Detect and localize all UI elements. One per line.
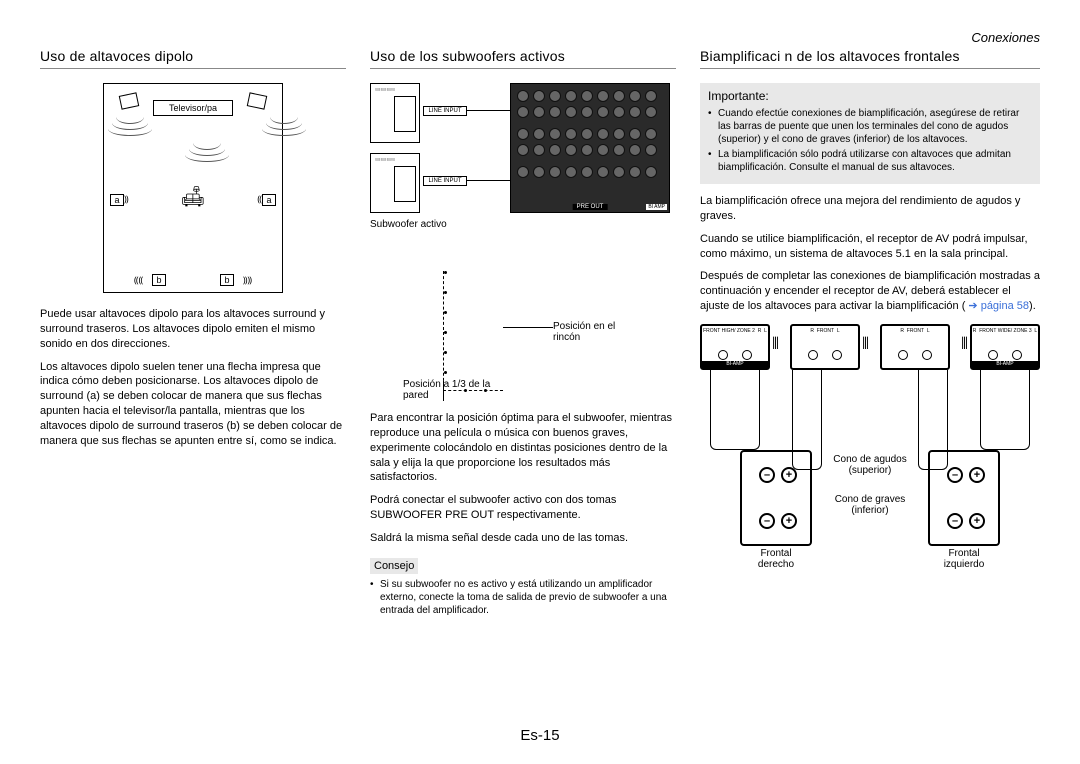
tv-label: Televisor/pa <box>153 100 233 116</box>
col2-title: Uso de los subwoofers activos <box>370 48 676 69</box>
subwoofer-icon: ▤▤▤▤▤▤▤▤▤▤▤▤ LINE INPUT <box>370 83 420 143</box>
surround-b-label: b <box>152 274 166 286</box>
para3-text-end: ). <box>1029 300 1036 312</box>
receiver-panel-icon: PRE OUT BI AMP <box>510 83 670 213</box>
terminal-block: R FRONT WIDE/ ZONE 3 L BI-AMP <box>970 324 1040 370</box>
front-left-speaker-icon <box>119 92 140 109</box>
terminal-block: R FRONT L <box>880 324 950 370</box>
tip-item: Si su subwoofer no es activo y está util… <box>370 578 676 617</box>
subwoofer-wiring-diagram: ▤▤▤▤▤▤▤▤▤▤▤▤ LINE INPUT ▤▤▤▤▤▤▤▤▤▤▤▤ LIN… <box>370 83 670 253</box>
terminal-block: R FRONT L <box>790 324 860 370</box>
tweeter-label: Cono de agudos (superior) <box>815 454 925 476</box>
woofer-label: Cono de graves (inferior) <box>815 494 925 516</box>
speaker-cabinet-icon: –+ –+ <box>928 450 1000 546</box>
sound-waves-icon: ⸨⸨ <box>134 273 143 286</box>
pointer-line <box>503 327 553 328</box>
sub-caption: Subwoofer activo <box>370 219 447 230</box>
listener-icon: 🛋 <box>180 184 205 209</box>
tip-list: Si su subwoofer no es activo y está util… <box>370 578 676 617</box>
column-subwoofer: Uso de los subwoofers activos ▤▤▤▤▤▤▤▤▤▤… <box>370 48 676 617</box>
page-number: Es-15 <box>0 727 1080 744</box>
room-outline <box>443 271 503 391</box>
column-dipole: Uso de altavoces dipolo Televisor/pa a a… <box>40 48 346 617</box>
column-biamp: Biamplificaci n de los altavoces frontal… <box>700 48 1040 617</box>
important-title: Importante: <box>708 89 1032 103</box>
col2-para2: Podrá conectar el subwoofer activo con d… <box>370 493 676 523</box>
front-left-label: Frontal izquierdo <box>934 548 994 570</box>
col3-title: Biamplificaci n de los altavoces frontal… <box>700 48 1040 69</box>
col3-para2: Cuando se utilice biamplificación, el re… <box>700 232 1040 262</box>
page-link[interactable]: ➔ página 58 <box>968 300 1029 312</box>
subwoofer-icon: ▤▤▤▤▤▤▤▤▤▤▤▤ LINE INPUT <box>370 153 420 213</box>
col2-para3: Saldrá la misma señal desde cada uno de … <box>370 531 676 546</box>
wave-icon: ⦀ <box>961 336 968 354</box>
important-list: Cuando efectúe conexiones de biamplifica… <box>708 107 1032 174</box>
room-diagram: Televisor/pa a a 🛋 b b ⸨⸨ ⸩⸩ ⸩ ⸨ <box>103 83 283 293</box>
col1-para1: Puede usar altavoces dipolo para los alt… <box>40 307 346 352</box>
biamp-diagram: FRONT HIGH/ ZONE 2 R L BI-AMP ⦀ R FRONT … <box>700 324 1040 564</box>
surround-a-label: a <box>110 194 124 206</box>
sound-waves-icon: ⸨ <box>257 192 262 205</box>
corner-position-label: Posición en el rincón <box>553 321 643 343</box>
room-position-diagram: Posición en el rincón Posición a 1/3 de … <box>403 271 643 401</box>
col1-title: Uso de altavoces dipolo <box>40 48 346 69</box>
wave-icon: ⦀ <box>772 336 779 354</box>
col3-para1: La biamplificación ofrece una mejora del… <box>700 194 1040 224</box>
cable-line <box>466 180 510 181</box>
line-input-label: LINE INPUT <box>423 176 467 186</box>
section-header: Conexiones <box>971 30 1040 45</box>
important-box: Importante: Cuando efectúe conexiones de… <box>700 83 1040 184</box>
amp-terminals: FRONT HIGH/ ZONE 2 R L BI-AMP ⦀ R FRONT … <box>700 324 1040 370</box>
biamp-label: BI AMP <box>646 204 667 210</box>
wire-line <box>710 370 760 450</box>
important-item: Cuando efectúe conexiones de biamplifica… <box>708 107 1032 146</box>
tip-title: Consejo <box>370 558 418 574</box>
wave-icon: ⦀ <box>862 336 869 354</box>
front-right-speaker-icon <box>247 92 268 109</box>
col3-para3: Después de completar las conexiones de b… <box>700 269 1040 314</box>
important-item: La biamplificación sólo podrá utilizarse… <box>708 148 1032 174</box>
col1-para2: Los altavoces dipolo suelen tener una fl… <box>40 360 346 449</box>
cable-line <box>466 110 510 111</box>
sound-waves-icon: ⸩ <box>124 192 129 205</box>
col2-para1: Para encontrar la posición óptima para e… <box>370 411 676 485</box>
front-right-label: Frontal derecho <box>746 548 806 570</box>
preout-label: PRE OUT <box>573 204 608 210</box>
wire-line <box>980 370 1030 450</box>
sound-waves-icon: ⸩⸩ <box>243 273 252 286</box>
line-input-label: LINE INPUT <box>423 106 467 116</box>
surround-b-label: b <box>220 274 234 286</box>
terminal-block: FRONT HIGH/ ZONE 2 R L BI-AMP <box>700 324 770 370</box>
speaker-cabinet-icon: –+ –+ <box>740 450 812 546</box>
content-columns: Uso de altavoces dipolo Televisor/pa a a… <box>40 48 1040 617</box>
surround-a-label: a <box>262 194 276 206</box>
wall-position-label: Posición a 1/3 de la pared <box>403 379 503 401</box>
